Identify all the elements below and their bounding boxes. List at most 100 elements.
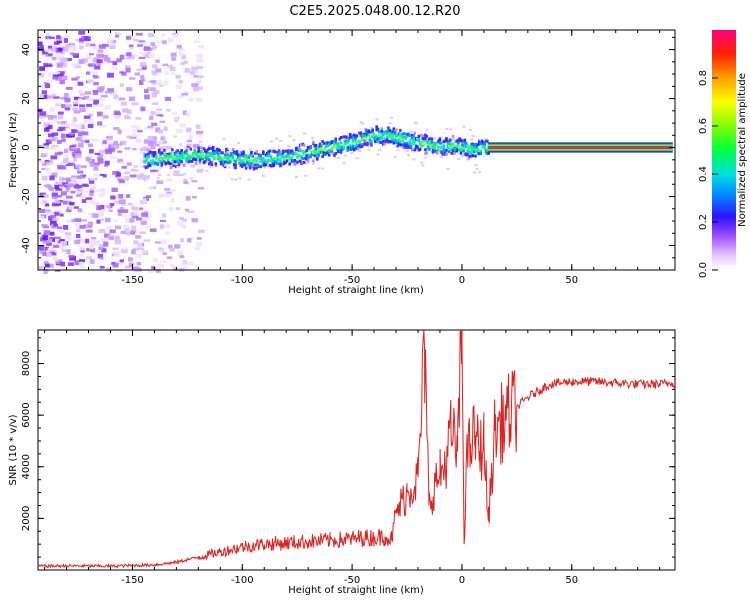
ridge-cell: [381, 142, 385, 146]
noise-blob: [39, 250, 47, 254]
ridge-halo: [424, 156, 428, 159]
noise-blob: [119, 54, 125, 60]
noise-blob: [76, 233, 81, 238]
noise-blob: [44, 160, 52, 165]
ridge-cell: [331, 146, 335, 150]
ridge-cell: [266, 154, 269, 158]
ridge-cell: [150, 150, 153, 154]
noise-blob: [42, 225, 49, 229]
ridge-halo: [163, 137, 167, 140]
ridge-cell: [248, 153, 252, 157]
ridge-cell: [463, 138, 467, 142]
noise-blob: [131, 214, 139, 219]
ridge-cell: [258, 153, 261, 157]
noise-blob: [99, 149, 106, 153]
ridge-halo: [446, 167, 450, 170]
noise-blob: [183, 60, 188, 64]
noise-blob: [45, 54, 52, 57]
noise-blob: [150, 111, 156, 115]
spectrogram-y-tick-label: -40: [21, 237, 32, 253]
noise-blob: [75, 225, 81, 230]
ridge-cell: [437, 139, 440, 143]
ridge-cell: [367, 130, 370, 134]
ridge-cell: [351, 138, 355, 142]
noise-blob: [38, 145, 43, 148]
noise-blob: [175, 74, 181, 79]
ridge-cell: [165, 154, 169, 158]
ridge-cell: [429, 146, 432, 150]
ridge-cell: [301, 157, 305, 161]
ridge-halo: [189, 177, 193, 180]
ridge-cell: [188, 159, 191, 163]
ridge-cell: [186, 145, 190, 149]
ridge-cell: [263, 161, 266, 165]
noise-blob: [155, 40, 162, 44]
noise-blob: [114, 225, 121, 230]
noise-blob: [147, 135, 154, 141]
ridge-cell: [289, 152, 293, 156]
noise-blob: [119, 71, 125, 74]
ridge-cell: [421, 143, 425, 147]
ridge-cell: [421, 141, 425, 145]
noise-blob: [52, 115, 57, 119]
ridge-cell: [372, 132, 376, 136]
ridge-cell: [437, 148, 440, 152]
noise-blob: [102, 139, 110, 142]
ridge-cell: [288, 149, 291, 153]
noise-blob: [55, 210, 62, 213]
ridge-cell: [479, 149, 483, 153]
ridge-cell: [292, 151, 295, 155]
ridge-halo: [185, 162, 189, 165]
noise-blob: [123, 171, 130, 175]
ridge-halo: [182, 173, 186, 176]
ridge-cell: [193, 157, 197, 161]
ridge-cell: [422, 134, 426, 138]
noise-blob: [172, 35, 178, 38]
noise-blob: [141, 43, 147, 47]
ridge-cell: [370, 141, 373, 145]
noise-blob: [68, 255, 75, 258]
ridge-cell: [378, 136, 381, 140]
ridge-cell: [331, 151, 335, 155]
ridge-halo: [209, 166, 213, 169]
ridge-cell: [314, 149, 318, 153]
ridge-cell: [475, 148, 479, 152]
ridge-cell: [176, 159, 179, 163]
ridge-halo: [287, 145, 291, 148]
ridge-halo: [173, 135, 177, 138]
ridge-cell: [264, 163, 268, 167]
ridge-cell: [407, 132, 410, 136]
noise-blob: [176, 128, 184, 134]
ridge-cell: [146, 157, 149, 161]
ridge-cell: [387, 140, 390, 144]
ridge-cell: [179, 151, 182, 155]
noise-blob: [106, 142, 114, 145]
ridge-cell: [471, 154, 475, 158]
noise-blob: [38, 41, 43, 46]
ridge-cell: [192, 154, 195, 158]
ridge-cell: [254, 151, 257, 155]
ridge-halo: [412, 158, 416, 161]
ridge-cell: [271, 159, 274, 163]
ridge-cell: [186, 154, 190, 158]
noise-blob: [102, 43, 109, 47]
ridge-cell: [380, 129, 384, 133]
ridge-cell: [301, 160, 305, 164]
ridge-cell: [351, 144, 355, 148]
noise-blob: [141, 41, 148, 45]
noise-blob: [172, 111, 177, 115]
ridge-cell: [379, 140, 382, 144]
ridge-cell: [227, 158, 231, 162]
noise-blob: [189, 237, 195, 240]
ridge-cell: [313, 144, 316, 148]
ridge-cell: [152, 154, 156, 158]
ridge-halo: [160, 179, 164, 182]
ridge-cell: [147, 161, 150, 165]
ridge-cell: [346, 146, 349, 150]
ridge-cell: [223, 165, 227, 169]
ridge-cell: [219, 151, 223, 155]
noise-blob: [92, 90, 98, 96]
noise-blob: [48, 147, 56, 150]
noise-blob: [90, 236, 97, 240]
ridge-cell: [231, 155, 235, 159]
